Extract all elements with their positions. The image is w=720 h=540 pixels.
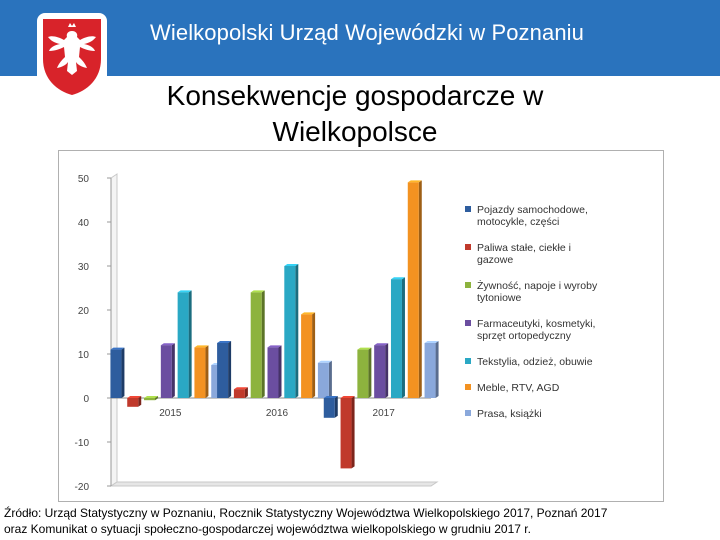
y-tick-label: -10 xyxy=(75,438,90,449)
header-bar: Wielkopolski Urząd Wojewódzki w Poznaniu xyxy=(0,0,720,76)
header-title: Wielkopolski Urząd Wojewódzki w Poznaniu xyxy=(150,20,584,45)
slide-title-line1: Konsekwencje gospodarcze w xyxy=(166,80,544,111)
bar-2017-series-6 xyxy=(424,341,439,398)
source-note: Źródło: Urząd Statystyczny w Poznaniu, R… xyxy=(4,505,720,537)
bar-2016-series-4 xyxy=(284,264,299,398)
source-line1: Źródło: Urząd Statystyczny w Poznaniu, R… xyxy=(4,506,608,520)
y-tick-label: 0 xyxy=(83,394,89,405)
bar-2017-series-3 xyxy=(374,343,389,398)
legend-swatch-0 xyxy=(465,206,471,212)
source-line2: oraz Komunikat o sytuacji społeczno-gosp… xyxy=(4,522,531,536)
bar-2017-series-0 xyxy=(323,396,338,418)
bar-2017-series-5 xyxy=(407,180,422,398)
y-tick-label: 50 xyxy=(78,174,90,185)
bar-2015-series-3 xyxy=(160,343,175,398)
bar-2017-series-1 xyxy=(340,396,355,469)
legend-swatch-4 xyxy=(465,358,471,364)
bar-2015-series-5 xyxy=(194,345,209,398)
bar-2017-series-2 xyxy=(357,347,372,398)
slide-title: Konsekwencje gospodarcze w Wielkopolsce xyxy=(90,78,620,150)
polish-eagle-emblem-icon xyxy=(37,13,107,99)
bar-2017-series-4 xyxy=(390,277,405,398)
legend-label-4: Tekstylia, odzież, obuwie xyxy=(477,356,593,368)
bar-2016-series-3 xyxy=(267,345,282,398)
chart-frame: 50 40 30 20 10 0 -10 -20 2015 2016 2017 Pojazdy sam… xyxy=(58,150,664,502)
y-tick-label: 20 xyxy=(78,306,90,317)
plot-left-wall xyxy=(110,173,118,487)
x-category-label: 2016 xyxy=(266,408,289,419)
bar-2015-series-1 xyxy=(127,396,142,407)
bar-2016-series-6 xyxy=(317,360,332,398)
legend-label-6: Prasa, książki xyxy=(477,408,542,420)
x-category-label: 2015 xyxy=(159,408,182,419)
bar-2015-series-0 xyxy=(110,347,125,398)
bar-2015-series-2 xyxy=(144,396,159,401)
legend-label-5: Meble, RTV, AGD xyxy=(477,382,560,394)
legend-swatch-2 xyxy=(465,282,471,288)
legend-label-0: Pojazdy samochodowe, motocykle, części xyxy=(477,204,588,228)
legend-label-2: Żywność, napoje i wyroby tytoniowe xyxy=(477,279,598,304)
legend-label-1: Paliwa stałe, ciekłe i gazowe xyxy=(477,242,571,266)
y-tick-label: -20 xyxy=(75,482,90,493)
x-category-label: 2017 xyxy=(373,408,396,419)
plot-floor xyxy=(109,481,439,487)
bar-chart: 50 40 30 20 10 0 -10 -20 2015 2016 2017 Pojazdy sam… xyxy=(75,173,598,493)
legend-swatch-3 xyxy=(465,320,471,326)
bar-2016-series-2 xyxy=(250,290,265,398)
slide-title-line2: Wielkopolsce xyxy=(272,116,438,147)
y-tick-label: 40 xyxy=(78,218,90,229)
legend-swatch-6 xyxy=(465,410,471,416)
legend-swatch-1 xyxy=(465,244,471,250)
y-tick-label: 30 xyxy=(78,262,90,273)
y-tick-label: 10 xyxy=(78,350,90,361)
legend-label-3: Farmaceutyki, kosmetyki, sprzęt ortopedyc… xyxy=(477,318,595,342)
bar-2015-series-4 xyxy=(177,290,192,398)
bar-2016-series-1 xyxy=(233,387,248,398)
bar-2016-series-0 xyxy=(217,341,232,398)
legend-swatch-5 xyxy=(465,384,471,390)
bar-2016-series-5 xyxy=(301,312,316,398)
